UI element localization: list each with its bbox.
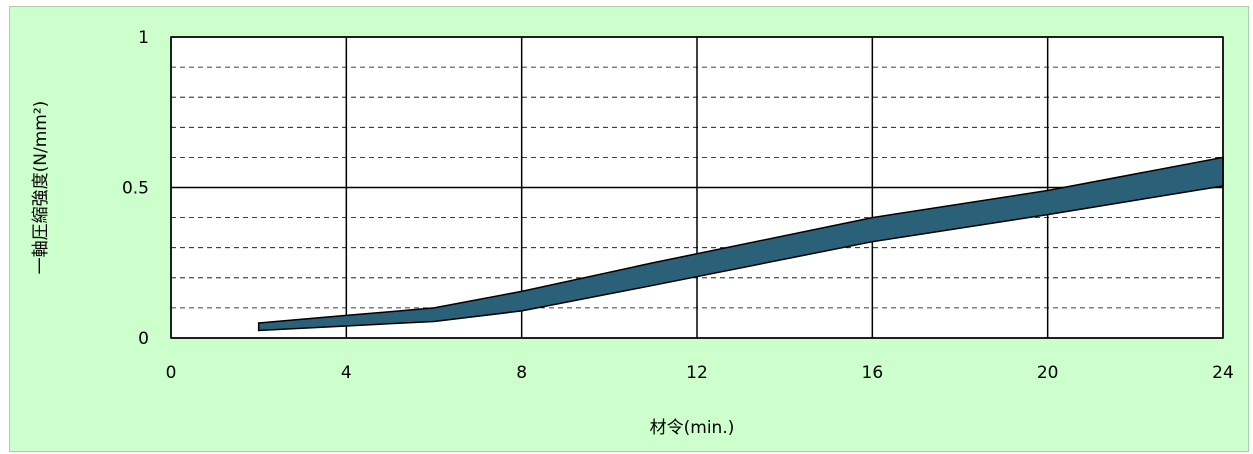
x-tick-label: 20 bbox=[1037, 363, 1059, 383]
y-tick-label: 0 bbox=[138, 329, 149, 349]
x-tick-label: 8 bbox=[516, 363, 527, 383]
x-tick-label: 4 bbox=[341, 363, 352, 383]
x-tick-label: 0 bbox=[166, 363, 177, 383]
x-tick-label: 16 bbox=[862, 363, 884, 383]
x-tick-label: 24 bbox=[1212, 363, 1234, 383]
y-tick-labels: 00.51 bbox=[122, 28, 149, 349]
plot-border bbox=[170, 36, 1224, 339]
chart-svg: 0 4 8 12 16 20 24 00.51 材令(min.) 一軸圧縮強度(N/mm²) bbox=[31, 28, 1234, 438]
x-tick-label: 12 bbox=[686, 363, 708, 383]
chart-area: 0 4 8 12 16 20 24 0 0.5 1 材令(min.) 一軸圧縮強度(N/mm²) bbox=[9, 6, 1249, 452]
y-tick-label: 0.5 bbox=[122, 179, 149, 199]
x-tick-labels: 0 4 8 12 16 20 24 bbox=[166, 363, 1234, 383]
y-tick-label: 1 bbox=[138, 28, 149, 48]
x-axis-title: 材令(min.) bbox=[650, 418, 735, 438]
y-axis-title: 一軸圧縮強度(N/mm²) bbox=[31, 101, 51, 275]
